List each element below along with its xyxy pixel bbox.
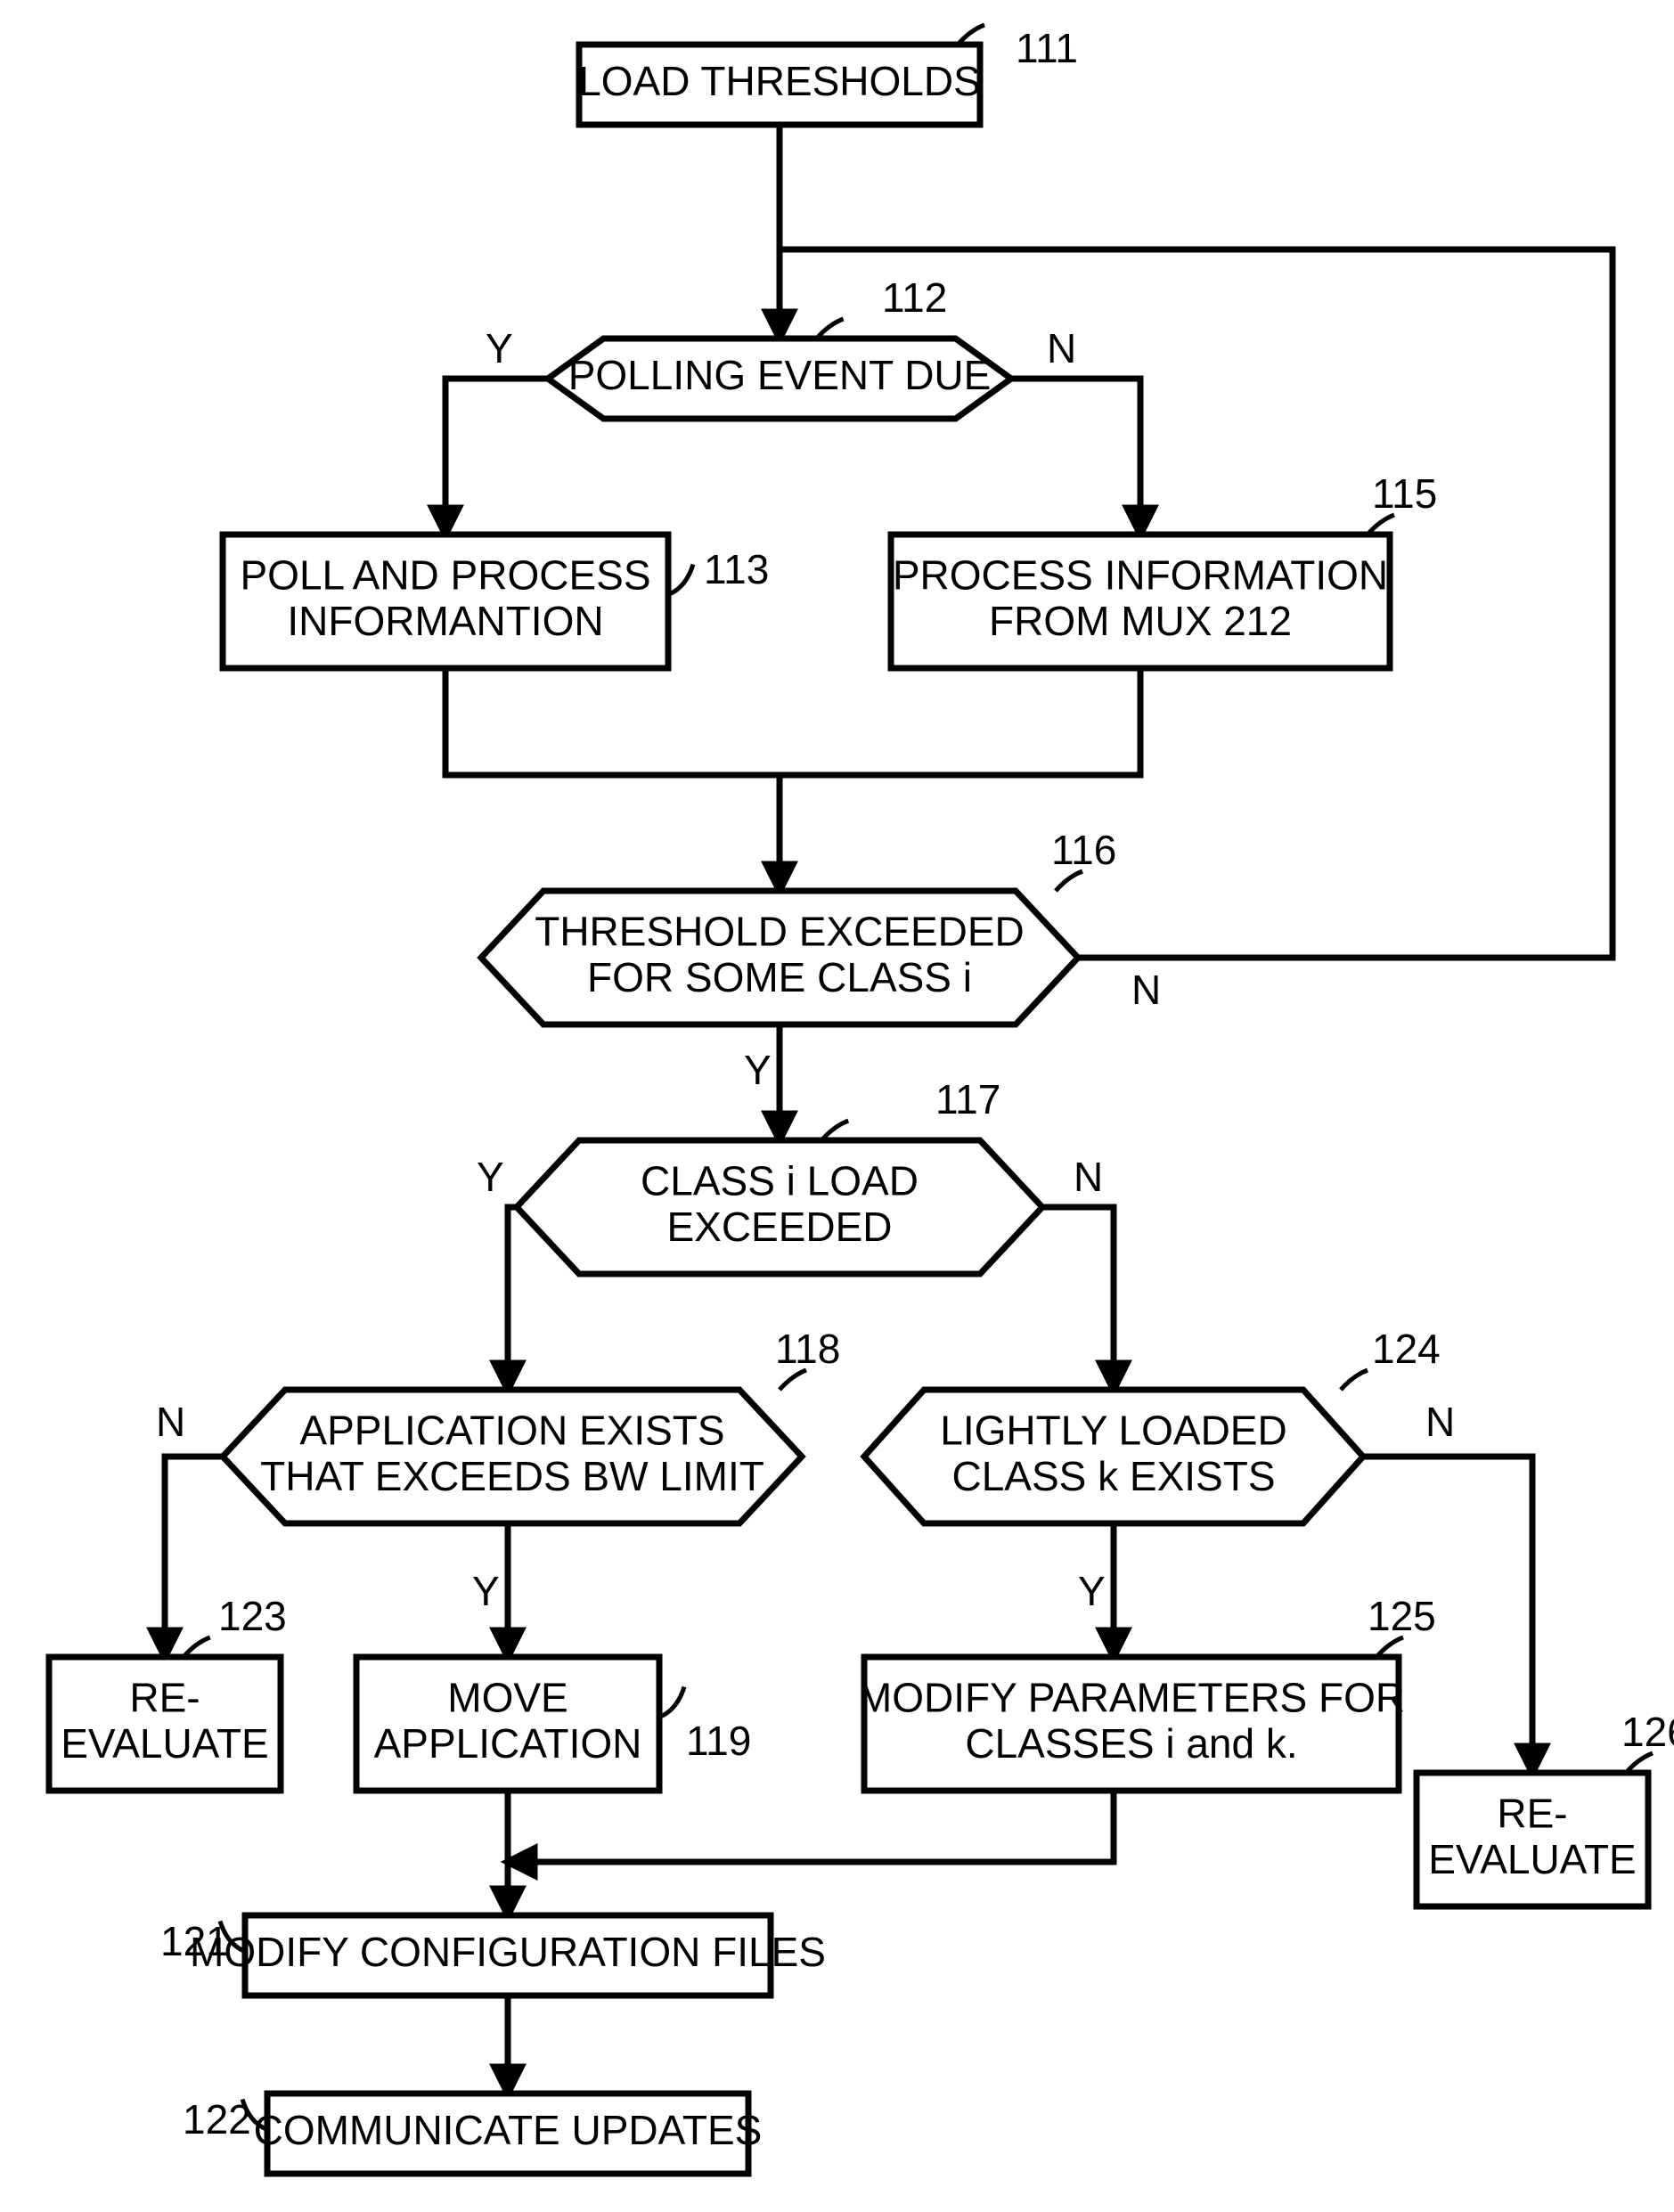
node-n118: APPLICATION EXISTSTHAT EXCEEDS BW LIMIT 1… bbox=[223, 1326, 840, 1523]
node-n113: POLL AND PROCESSINFORMANTION 113 bbox=[223, 535, 769, 668]
node-n125-ref: 125 bbox=[1368, 1593, 1436, 1639]
node-n118-line-0: APPLICATION EXISTS bbox=[299, 1407, 724, 1453]
node-n125-line-1: CLASSES i and k. bbox=[965, 1720, 1297, 1767]
edge-4 bbox=[780, 668, 1140, 775]
node-n118-ref: 118 bbox=[775, 1326, 840, 1372]
node-n126: RE-EVALUATE 126 bbox=[1417, 1709, 1674, 1906]
node-n113-ref: 113 bbox=[704, 546, 769, 592]
node-n121: MODIFY CONFIGURATION FILES121 bbox=[160, 1915, 826, 1996]
edge-label-6: Y bbox=[744, 1047, 772, 1093]
node-n123-line-1: EVALUATE bbox=[61, 1720, 268, 1767]
node-n112-ref: 112 bbox=[882, 274, 947, 321]
node-n111: LOAD THRESHOLDS 111 bbox=[578, 25, 1078, 125]
edge-label-8: N bbox=[1074, 1154, 1103, 1200]
node-n124: LIGHTLY LOADEDCLASS k EXISTS 124 bbox=[864, 1326, 1441, 1523]
edge-7 bbox=[508, 1207, 517, 1390]
edge-3 bbox=[445, 668, 780, 891]
edge-label-5: N bbox=[1131, 967, 1161, 1013]
node-n116-line-0: THRESHOLD EXCEEDED bbox=[535, 908, 1025, 954]
node-n124-line-0: LIGHTLY LOADED bbox=[940, 1407, 1286, 1453]
node-n121-ref: 121 bbox=[160, 1918, 229, 1964]
node-n116: THRESHOLD EXCEEDEDFOR SOME CLASS i 116 bbox=[481, 827, 1116, 1024]
edge-label-10: Y bbox=[472, 1568, 500, 1614]
flowchart: Y N N Y Y N N Y Y N LOAD THRESHOLDS 111 POLLING EVEN… bbox=[0, 0, 1674, 2212]
edge-label-1: Y bbox=[486, 325, 513, 371]
node-n122: COMMUNICATE UPDATES122 bbox=[183, 2094, 762, 2174]
edge-label-9: N bbox=[156, 1399, 185, 1445]
node-n121-line-0: MODIFY CONFIGURATION FILES bbox=[190, 1929, 826, 1975]
node-n115-ref: 115 bbox=[1372, 470, 1437, 517]
node-n125-line-0: MODIFY PARAMETERS FOR bbox=[858, 1674, 1405, 1720]
edge-8 bbox=[1042, 1207, 1114, 1390]
node-n126-line-1: EVALUATE bbox=[1428, 1836, 1636, 1882]
node-n126-ref: 126 bbox=[1621, 1709, 1674, 1755]
node-n116-ref: 116 bbox=[1051, 827, 1116, 873]
node-n125: MODIFY PARAMETERS FORCLASSES i and k. 125 bbox=[858, 1593, 1436, 1791]
node-n124-line-1: CLASS k EXISTS bbox=[951, 1453, 1275, 1499]
edge-1 bbox=[445, 379, 548, 535]
node-n123-ref: 123 bbox=[218, 1593, 287, 1639]
node-n119-line-1: APPLICATION bbox=[374, 1720, 642, 1767]
node-n111-ref: 111 bbox=[1016, 25, 1078, 71]
node-n116-line-1: FOR SOME CLASS i bbox=[587, 954, 972, 1000]
node-n119-ref: 119 bbox=[686, 1718, 751, 1764]
node-n119-line-0: MOVE bbox=[447, 1674, 568, 1720]
edge-9 bbox=[165, 1457, 223, 1657]
node-n117-line-1: EXCEEDED bbox=[666, 1204, 892, 1250]
edge-label-2: N bbox=[1047, 325, 1076, 371]
node-n115-line-1: FROM MUX 212 bbox=[989, 598, 1292, 644]
node-n112-line-0: POLLING EVENT DUE bbox=[568, 352, 992, 398]
node-n115-line-0: PROCESS INFORMATION bbox=[893, 551, 1388, 598]
edge-13 bbox=[508, 1791, 1114, 1862]
node-n113-line-0: POLL AND PROCESS bbox=[240, 551, 650, 598]
node-n118-line-1: THAT EXCEEDS BW LIMIT bbox=[260, 1453, 764, 1499]
node-n122-line-0: COMMUNICATE UPDATES bbox=[254, 2107, 763, 2153]
nodes: LOAD THRESHOLDS 111 POLLING EVENT DUE 112 PO… bbox=[49, 25, 1674, 2174]
node-n117-line-0: CLASS i LOAD bbox=[641, 1157, 919, 1204]
node-n124-ref: 124 bbox=[1372, 1326, 1441, 1372]
node-n113-line-1: INFORMANTION bbox=[287, 598, 603, 644]
node-n123-line-0: RE- bbox=[129, 1674, 200, 1720]
node-n126-line-0: RE- bbox=[1497, 1790, 1567, 1836]
edge-label-7: Y bbox=[477, 1154, 504, 1200]
node-n111-line-0: LOAD THRESHOLDS bbox=[578, 58, 981, 104]
node-n115: PROCESS INFORMATIONFROM MUX 212 115 bbox=[891, 470, 1437, 668]
node-n117-ref: 117 bbox=[935, 1076, 1000, 1122]
edge-label-11: Y bbox=[1078, 1568, 1106, 1614]
node-n119: MOVEAPPLICATION 119 bbox=[356, 1657, 751, 1791]
edge-label-12: N bbox=[1425, 1399, 1455, 1445]
edge-2 bbox=[1011, 379, 1140, 535]
node-n122-ref: 122 bbox=[183, 2096, 251, 2143]
